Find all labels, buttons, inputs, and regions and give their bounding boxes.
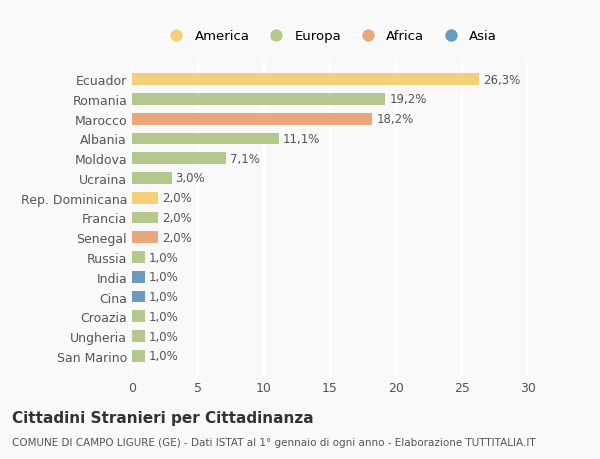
Bar bbox=[132, 350, 145, 362]
Text: 1,0%: 1,0% bbox=[149, 330, 179, 343]
Text: 11,1%: 11,1% bbox=[283, 133, 320, 146]
Text: 7,1%: 7,1% bbox=[230, 152, 260, 165]
Bar bbox=[132, 291, 145, 303]
Bar bbox=[132, 113, 372, 125]
Text: COMUNE DI CAMPO LIGURE (GE) - Dati ISTAT al 1° gennaio di ogni anno - Elaborazio: COMUNE DI CAMPO LIGURE (GE) - Dati ISTAT… bbox=[12, 437, 536, 447]
Text: Cittadini Stranieri per Cittadinanza: Cittadini Stranieri per Cittadinanza bbox=[12, 410, 314, 425]
Text: 19,2%: 19,2% bbox=[389, 93, 427, 106]
Bar bbox=[132, 173, 172, 185]
Bar bbox=[132, 74, 479, 86]
Text: 1,0%: 1,0% bbox=[149, 291, 179, 303]
Text: 1,0%: 1,0% bbox=[149, 310, 179, 323]
Bar bbox=[132, 271, 145, 283]
Text: 3,0%: 3,0% bbox=[176, 172, 205, 185]
Legend: America, Europa, Africa, Asia: America, Europa, Africa, Asia bbox=[158, 25, 502, 49]
Bar bbox=[132, 330, 145, 342]
Text: 2,0%: 2,0% bbox=[163, 192, 192, 205]
Bar bbox=[132, 252, 145, 263]
Bar bbox=[132, 232, 158, 244]
Bar bbox=[132, 212, 158, 224]
Text: 26,3%: 26,3% bbox=[483, 73, 520, 86]
Text: 1,0%: 1,0% bbox=[149, 271, 179, 284]
Text: 18,2%: 18,2% bbox=[376, 113, 413, 126]
Bar bbox=[132, 192, 158, 204]
Bar bbox=[132, 311, 145, 323]
Text: 1,0%: 1,0% bbox=[149, 251, 179, 264]
Text: 2,0%: 2,0% bbox=[163, 212, 192, 224]
Text: 2,0%: 2,0% bbox=[163, 231, 192, 244]
Bar bbox=[132, 94, 385, 106]
Text: 1,0%: 1,0% bbox=[149, 350, 179, 363]
Bar bbox=[132, 133, 278, 145]
Bar bbox=[132, 153, 226, 165]
